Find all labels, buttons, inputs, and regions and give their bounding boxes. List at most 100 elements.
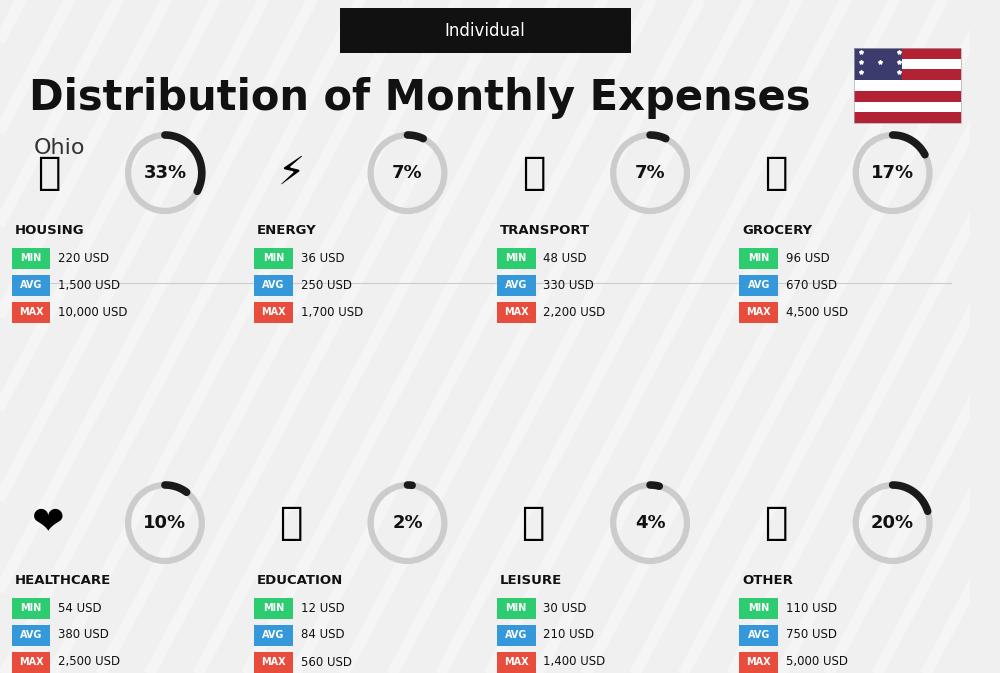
Text: 1,700 USD: 1,700 USD	[301, 306, 363, 318]
Text: 210 USD: 210 USD	[543, 629, 594, 641]
FancyBboxPatch shape	[340, 8, 631, 53]
Text: MAX: MAX	[504, 307, 528, 317]
FancyBboxPatch shape	[497, 275, 536, 295]
FancyBboxPatch shape	[854, 112, 961, 123]
Text: 4%: 4%	[635, 514, 665, 532]
Text: MAX: MAX	[504, 657, 528, 667]
FancyBboxPatch shape	[739, 275, 778, 295]
Text: MIN: MIN	[263, 603, 284, 613]
FancyBboxPatch shape	[12, 625, 50, 645]
Text: 2,200 USD: 2,200 USD	[543, 306, 606, 318]
Text: 4,500 USD: 4,500 USD	[786, 306, 848, 318]
FancyBboxPatch shape	[739, 651, 778, 672]
FancyBboxPatch shape	[12, 302, 50, 322]
Text: Individual: Individual	[445, 22, 526, 40]
Text: 7%: 7%	[635, 164, 665, 182]
FancyBboxPatch shape	[854, 91, 961, 102]
Text: 30 USD: 30 USD	[543, 602, 587, 614]
Text: 🛍️: 🛍️	[522, 504, 545, 542]
Text: MAX: MAX	[746, 657, 771, 667]
FancyBboxPatch shape	[854, 48, 961, 59]
Text: 84 USD: 84 USD	[301, 629, 344, 641]
Text: AVG: AVG	[505, 280, 527, 290]
Text: 750 USD: 750 USD	[786, 629, 837, 641]
Text: 2%: 2%	[392, 514, 423, 532]
FancyBboxPatch shape	[739, 302, 778, 322]
Text: ⚡: ⚡	[277, 154, 305, 192]
Text: MIN: MIN	[506, 603, 527, 613]
Text: 17%: 17%	[871, 164, 914, 182]
Text: 48 USD: 48 USD	[543, 252, 587, 264]
FancyBboxPatch shape	[254, 248, 293, 269]
Text: 🏢: 🏢	[37, 154, 60, 192]
Text: 36 USD: 36 USD	[301, 252, 344, 264]
Text: 33%: 33%	[143, 164, 187, 182]
Text: 7%: 7%	[392, 164, 423, 182]
Text: 1,500 USD: 1,500 USD	[58, 279, 120, 291]
Text: 2,500 USD: 2,500 USD	[58, 656, 120, 668]
FancyBboxPatch shape	[254, 651, 293, 672]
FancyBboxPatch shape	[497, 651, 536, 672]
Text: TRANSPORT: TRANSPORT	[500, 223, 590, 236]
Text: 🎓: 🎓	[279, 504, 303, 542]
FancyBboxPatch shape	[854, 102, 961, 112]
Text: LEISURE: LEISURE	[500, 573, 562, 586]
Text: MAX: MAX	[261, 307, 286, 317]
Text: MIN: MIN	[748, 253, 769, 263]
FancyBboxPatch shape	[739, 248, 778, 269]
Text: 💰: 💰	[765, 504, 788, 542]
Text: HOUSING: HOUSING	[15, 223, 84, 236]
Text: MIN: MIN	[20, 253, 42, 263]
Text: 560 USD: 560 USD	[301, 656, 352, 668]
FancyBboxPatch shape	[497, 302, 536, 322]
FancyBboxPatch shape	[12, 248, 50, 269]
Text: 🛒: 🛒	[765, 154, 788, 192]
Text: 250 USD: 250 USD	[301, 279, 352, 291]
Text: OTHER: OTHER	[742, 573, 793, 586]
Text: HEALTHCARE: HEALTHCARE	[15, 573, 111, 586]
Text: 10,000 USD: 10,000 USD	[58, 306, 128, 318]
Text: 330 USD: 330 USD	[543, 279, 594, 291]
FancyBboxPatch shape	[254, 302, 293, 322]
Text: 380 USD: 380 USD	[58, 629, 109, 641]
Text: 220 USD: 220 USD	[58, 252, 109, 264]
FancyBboxPatch shape	[739, 625, 778, 645]
Text: 12 USD: 12 USD	[301, 602, 345, 614]
FancyBboxPatch shape	[497, 598, 536, 618]
Text: Ohio: Ohio	[34, 138, 85, 158]
Text: 96 USD: 96 USD	[786, 252, 830, 264]
Text: MIN: MIN	[20, 603, 42, 613]
Text: MIN: MIN	[263, 253, 284, 263]
FancyBboxPatch shape	[854, 48, 902, 80]
Text: MAX: MAX	[746, 307, 771, 317]
Text: AVG: AVG	[20, 630, 42, 640]
FancyBboxPatch shape	[12, 598, 50, 618]
Text: 110 USD: 110 USD	[786, 602, 837, 614]
Text: 5,000 USD: 5,000 USD	[786, 656, 848, 668]
Text: MIN: MIN	[748, 603, 769, 613]
Text: 1,400 USD: 1,400 USD	[543, 656, 606, 668]
FancyBboxPatch shape	[254, 625, 293, 645]
Text: MIN: MIN	[506, 253, 527, 263]
Text: MAX: MAX	[261, 657, 286, 667]
Text: AVG: AVG	[748, 630, 770, 640]
FancyBboxPatch shape	[854, 80, 961, 91]
Text: 670 USD: 670 USD	[786, 279, 837, 291]
Text: ❤️: ❤️	[32, 504, 65, 542]
FancyBboxPatch shape	[497, 248, 536, 269]
Text: 54 USD: 54 USD	[58, 602, 102, 614]
FancyBboxPatch shape	[12, 651, 50, 672]
Text: AVG: AVG	[262, 280, 285, 290]
FancyBboxPatch shape	[497, 625, 536, 645]
FancyBboxPatch shape	[12, 275, 50, 295]
Text: MAX: MAX	[19, 657, 43, 667]
Text: AVG: AVG	[505, 630, 527, 640]
Text: 🚌: 🚌	[522, 154, 545, 192]
Text: ENERGY: ENERGY	[257, 223, 317, 236]
Text: AVG: AVG	[262, 630, 285, 640]
Text: AVG: AVG	[20, 280, 42, 290]
Text: MAX: MAX	[19, 307, 43, 317]
FancyBboxPatch shape	[854, 69, 961, 80]
FancyBboxPatch shape	[254, 275, 293, 295]
FancyBboxPatch shape	[854, 59, 961, 69]
